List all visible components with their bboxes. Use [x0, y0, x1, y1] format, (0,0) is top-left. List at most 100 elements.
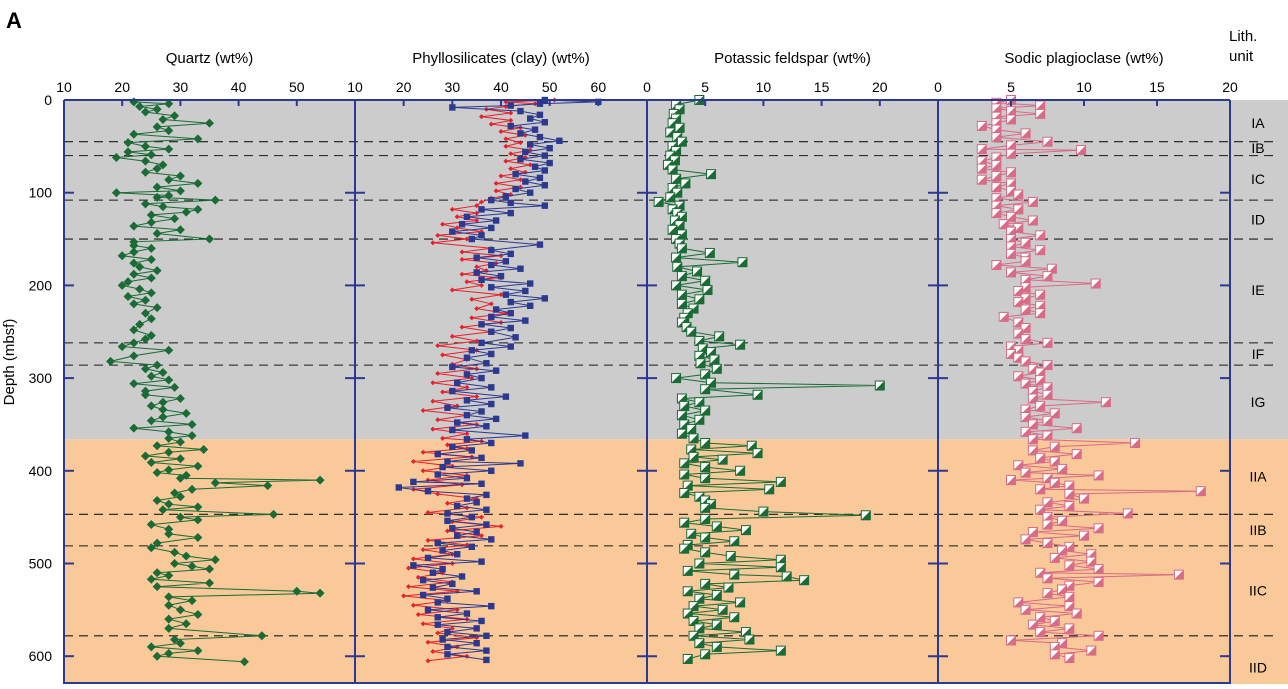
- data-point-1-0: [464, 384, 470, 390]
- x-tick-label: 30: [445, 79, 461, 95]
- data-point-1-1: [444, 651, 451, 658]
- data-point-3-0: [1013, 597, 1024, 608]
- data-point-0-0: [152, 538, 162, 548]
- data-point-2-0: [746, 440, 757, 451]
- data-point-3-0: [1013, 328, 1024, 339]
- data-point-0-0: [123, 138, 133, 148]
- data-point-1-1: [434, 471, 441, 478]
- data-point-0-0: [175, 437, 185, 447]
- data-point-2-0: [682, 608, 693, 619]
- data-point-1-0: [508, 151, 514, 157]
- data-point-3-0: [1042, 573, 1053, 584]
- data-point-2-0: [702, 285, 713, 296]
- data-point-2-0: [671, 252, 682, 263]
- data-point-1-0: [415, 611, 421, 617]
- data-point-1-1: [488, 328, 495, 335]
- data-point-0-0: [181, 619, 191, 629]
- data-point-2-0: [775, 562, 786, 573]
- data-point-0-0: [158, 412, 168, 422]
- data-point-3-0: [1195, 486, 1206, 497]
- data-point-0-0: [140, 390, 150, 400]
- data-point-1-1: [434, 614, 441, 621]
- data-point-2-0: [700, 578, 711, 589]
- data-point-1-1: [488, 246, 495, 254]
- lith-header-line2: unit: [1229, 48, 1254, 65]
- data-point-2-0: [700, 384, 711, 395]
- data-point-2-0: [672, 261, 683, 272]
- data-point-1-1: [507, 209, 514, 217]
- data-point-3-0: [1071, 608, 1082, 619]
- data-point-0-0: [164, 623, 174, 633]
- data-point-1-0: [508, 166, 514, 172]
- data-point-0-0: [140, 308, 150, 318]
- data-point-1-1: [478, 339, 485, 347]
- data-point-1-0: [420, 449, 426, 455]
- data-point-0-0: [152, 266, 162, 276]
- data-point-0-0: [140, 156, 150, 166]
- data-point-3-0: [976, 144, 987, 155]
- data-point-2-0: [692, 266, 703, 277]
- data-point-1-0: [493, 188, 499, 194]
- data-point-1-1: [473, 640, 480, 647]
- data-point-1-0: [474, 264, 480, 270]
- data-point-3-0: [1027, 215, 1038, 226]
- data-point-1-0: [464, 236, 470, 242]
- data-point-3-0: [1035, 230, 1046, 241]
- data-point-2-0: [709, 354, 720, 365]
- data-point-1-1: [473, 528, 480, 536]
- data-point-3-0: [1035, 504, 1046, 515]
- data-point-3-0: [1027, 434, 1038, 445]
- data-point-3-0: [1042, 415, 1053, 426]
- data-point-1-0: [527, 162, 533, 168]
- data-point-0-0: [146, 243, 156, 253]
- data-point-1-1: [483, 632, 490, 639]
- data-point-2-0: [700, 405, 711, 416]
- data-point-0-0: [123, 147, 133, 157]
- data-point-0-0: [146, 642, 156, 652]
- data-point-3-0: [1020, 304, 1031, 315]
- data-point-1-0: [503, 143, 509, 149]
- data-point-2-0: [671, 173, 682, 184]
- data-point-2-0: [700, 275, 711, 286]
- data-point-3-0: [1086, 645, 1097, 656]
- data-point-1-1: [454, 379, 461, 386]
- y-tick-label: 100: [29, 185, 53, 201]
- data-point-0-0: [117, 342, 127, 352]
- data-point-2-0: [676, 271, 687, 282]
- data-point-2-0: [653, 196, 664, 207]
- series-line-1-0: [403, 99, 555, 662]
- data-point-1-1: [478, 617, 485, 625]
- data-point-1-1: [473, 499, 480, 506]
- x-tick-label: 40: [493, 79, 509, 95]
- data-point-1-1: [541, 182, 548, 189]
- data-point-1-0: [401, 593, 407, 599]
- data-point-0-0: [193, 461, 203, 471]
- data-point-0-0: [152, 192, 162, 202]
- data-point-2-0: [752, 389, 763, 400]
- data-point-1-1: [546, 159, 553, 167]
- data-point-3-0: [1020, 356, 1031, 367]
- data-point-0-0: [193, 134, 203, 144]
- data-point-1-1: [439, 547, 446, 554]
- data-point-2-0: [711, 590, 722, 601]
- data-point-2-0: [735, 465, 746, 476]
- data-point-3-0: [1057, 463, 1068, 474]
- data-point-0-0: [146, 210, 156, 220]
- data-point-1-1: [478, 558, 485, 565]
- data-point-2-0: [714, 331, 725, 342]
- x-tick-label: 20: [396, 79, 412, 95]
- data-point-1-0: [435, 417, 441, 423]
- data-point-2-0: [671, 373, 682, 384]
- data-point-0-0: [146, 457, 156, 467]
- data-point-1-1: [463, 475, 471, 482]
- data-point-1-0: [503, 136, 509, 142]
- data-point-3-0: [1071, 449, 1082, 460]
- data-point-3-0: [1020, 412, 1031, 423]
- data-point-3-0: [1035, 289, 1046, 300]
- data-point-1-1: [424, 554, 432, 562]
- data-point-1-0: [474, 210, 480, 216]
- y-tick-label: 500: [29, 555, 53, 571]
- data-point-1-1: [410, 478, 417, 486]
- data-point-0-0: [146, 371, 156, 381]
- data-point-0-0: [315, 475, 325, 485]
